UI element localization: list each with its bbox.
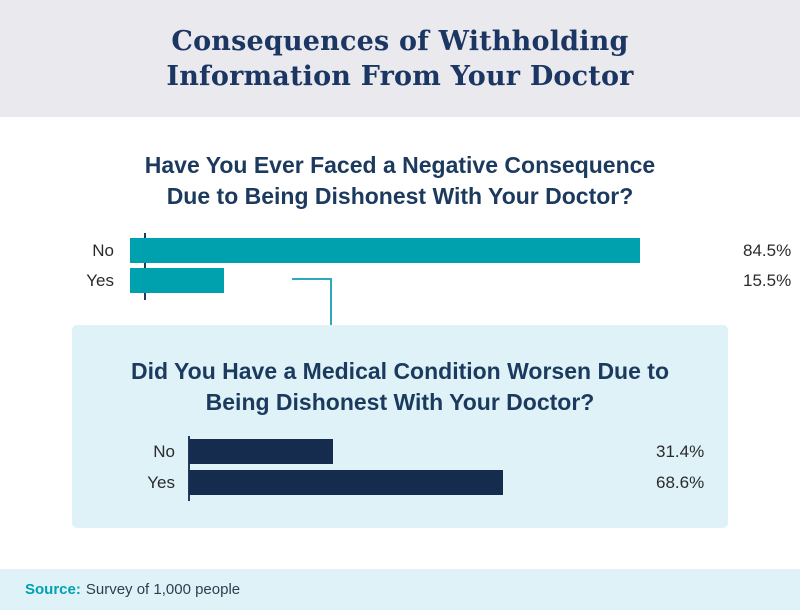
chart2-axis-line xyxy=(188,436,190,501)
header-banner: Consequences of Withholding Information … xyxy=(0,0,800,117)
chart1-category-label-no: No xyxy=(92,240,114,260)
source-footer: Source: Survey of 1,000 people xyxy=(0,569,800,610)
chart1-title: Have You Ever Faced a Negative Consequen… xyxy=(0,150,800,212)
chart1-value-label-yes: 15.5% xyxy=(743,270,792,290)
page-title-line2: Information From Your Doctor xyxy=(166,60,634,92)
page-title-line1: Consequences of Withholding xyxy=(171,25,629,57)
chart2-row-no: No 31.4% xyxy=(0,439,704,464)
page-title: Consequences of Withholding Information … xyxy=(166,24,633,94)
chart1-axis-line xyxy=(144,233,146,300)
chart2-category-label-no: No xyxy=(153,441,175,461)
chart1-row-yes: Yes 15.5% xyxy=(0,268,791,293)
chart2-row-yes: Yes 68.6% xyxy=(0,470,704,495)
chart2-title-line1: Did You Have a Medical Condition Worsen … xyxy=(130,358,669,384)
chart2-bar-track xyxy=(189,439,647,464)
chart2-title: Did You Have a Medical Condition Worsen … xyxy=(0,356,800,418)
chart2-category-label-yes: Yes xyxy=(147,472,175,492)
chart1-bar-track xyxy=(130,268,734,293)
chart2-value-label-yes: 68.6% xyxy=(656,472,705,492)
chart2-title-line2: Being Dishonest With Your Doctor? xyxy=(205,389,595,415)
chart1-category-label-yes: Yes xyxy=(86,270,114,290)
chart1-title-line1: Have You Ever Faced a Negative Consequen… xyxy=(144,152,656,178)
connector-line-vertical xyxy=(330,278,332,326)
chart1-title-line2: Due to Being Dishonest With Your Doctor? xyxy=(166,183,634,209)
chart2-bar-track xyxy=(189,470,647,495)
chart2-bar-yes xyxy=(189,470,504,495)
chart1-row-no: No 84.5% xyxy=(0,238,791,263)
chart1-bar-track xyxy=(130,238,734,263)
chart1-bar-no xyxy=(130,238,641,263)
chart2-bar-no xyxy=(189,439,333,464)
source-label: Source: xyxy=(25,581,81,598)
chart1-value-label-no: 84.5% xyxy=(743,240,792,260)
chart2-value-label-no: 31.4% xyxy=(656,441,705,461)
chart1-bar-yes xyxy=(130,268,224,293)
source-text: Survey of 1,000 people xyxy=(85,581,241,598)
connector-line-horizontal xyxy=(292,278,332,280)
